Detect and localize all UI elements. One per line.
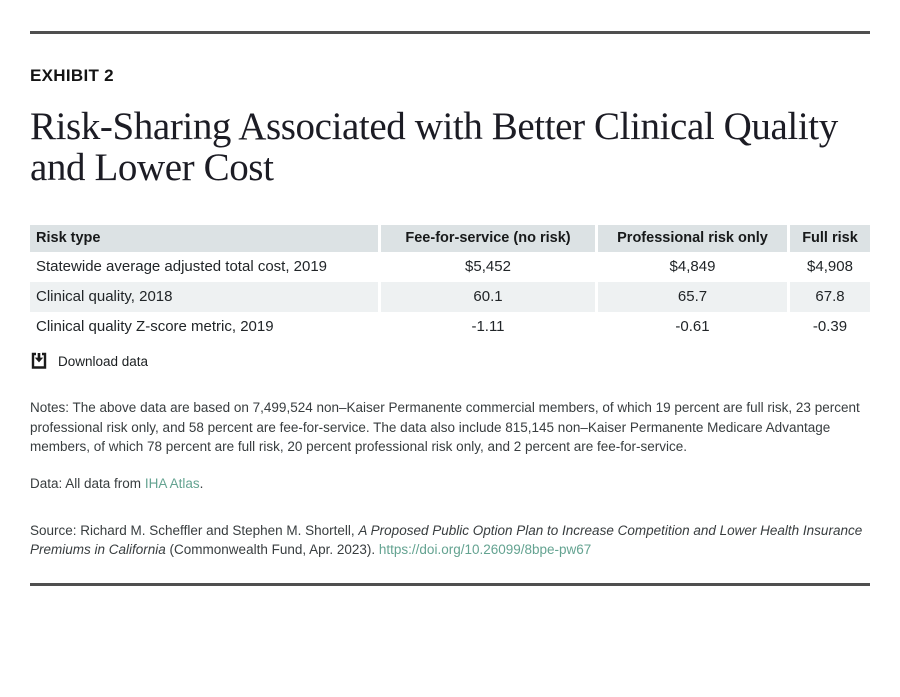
cell-value: $4,849	[595, 252, 787, 282]
top-divider	[30, 31, 870, 34]
doi-link[interactable]: https://doi.org/10.26099/8bpe-pw67	[378, 542, 592, 557]
exhibit-page: EXHIBIT 2 Risk-Sharing Associated with B…	[0, 31, 900, 586]
cell-value: 67.8	[787, 282, 870, 312]
table-row: Statewide average adjusted total cost, 2…	[30, 252, 870, 282]
source-citation: Source: Richard M. Scheffler and Stephen…	[30, 521, 870, 560]
row-label: Clinical quality Z-score metric, 2019	[36, 318, 274, 335]
row-label: Clinical quality, 2018	[30, 282, 378, 312]
source-prefix: Source: Richard M. Scheffler and Stephen…	[30, 522, 359, 538]
column-header: Risk type	[30, 225, 378, 252]
download-icon	[30, 352, 48, 370]
table-row: Clinical quality, 2018 60.1 65.7 67.8	[30, 282, 870, 312]
data-line-suffix: .	[199, 475, 204, 491]
risk-table: Risk type Fee-for-service (no risk) Profes…	[30, 225, 870, 342]
cell-value: 60.1	[378, 282, 595, 312]
data-line-prefix: Data: All data from	[30, 475, 145, 491]
table-header: Risk type Fee-for-service (no risk) Profes…	[30, 225, 870, 252]
exhibit-label: EXHIBIT 2	[30, 66, 114, 85]
cell-value: $5,452	[378, 252, 595, 282]
source-report-title: A Proposed Public Option Plan to Increas…	[30, 522, 863, 558]
data-source-line: Data: All data from IHA Atlas.	[30, 476, 870, 491]
column-header: Professional risk only	[595, 225, 787, 252]
column-header: Full risk	[787, 225, 870, 252]
table-row: Clinical quality Z-score metric, 2019 -1.…	[30, 312, 870, 342]
table-header-row: Risk type Fee-for-service (no risk) Profes…	[30, 225, 870, 252]
download-label: Download data	[58, 353, 149, 369]
cell-value: -0.61	[595, 312, 787, 342]
page-title: Risk-Sharing Associated with Better Clin…	[30, 105, 838, 189]
column-header: Fee-for-service (no risk)	[378, 225, 595, 252]
row-label: Statewide average adjusted total cost, 2…	[36, 258, 328, 275]
source-middle: (Commonwealth Fund, Apr. 2023).	[165, 542, 379, 557]
cell-value: -0.39	[787, 312, 870, 342]
cell-value: 65.7	[595, 282, 787, 312]
cell-value: $4,908	[787, 252, 870, 282]
bottom-divider	[30, 582, 870, 586]
download-data-button[interactable]: Download data	[30, 352, 148, 370]
table-body: Statewide average adjusted total cost, 2…	[30, 252, 870, 342]
iha-atlas-link[interactable]: IHA Atlas	[144, 475, 200, 491]
notes-text: Notes: The above data are based on 7,499…	[30, 400, 860, 454]
cell-value: -1.11	[378, 312, 595, 342]
